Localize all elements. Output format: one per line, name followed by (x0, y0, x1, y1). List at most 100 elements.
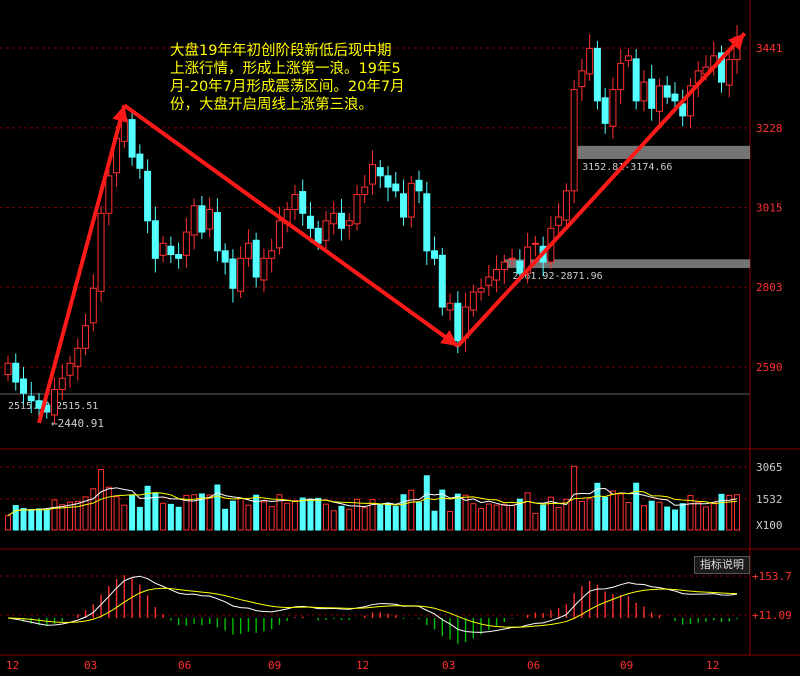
volume-bar (222, 508, 229, 531)
volume-bar (578, 500, 585, 531)
annotation-line: 上涨行情，形成上涨第一浪。19年5 (170, 61, 401, 77)
annotation-line: 月-20年7月形成震荡区间。20年7月 (170, 79, 405, 95)
volume-bar (702, 506, 709, 531)
candle-body (671, 93, 679, 102)
candle-body (508, 257, 516, 260)
volume-bar (338, 505, 345, 531)
volume-bar (136, 506, 143, 531)
volume-bar (198, 493, 205, 531)
candle-body (632, 58, 640, 102)
trend-arrow-head (728, 33, 745, 51)
candle-body (593, 47, 601, 102)
volume-bar (726, 494, 733, 531)
candle-body (151, 220, 159, 259)
volume-bar (540, 504, 547, 531)
candle-body (640, 81, 648, 102)
key-level-label: 3152.81-3174.66 (582, 162, 672, 173)
volume-bar (183, 494, 190, 531)
key-levels: 3152.81-3174.662861.92-2871.962515.32-25… (0, 145, 750, 412)
macd-bars (7, 575, 738, 644)
candle-body (136, 153, 144, 169)
annotation-line: 份，大盘开启周线上涨第三浪。 (170, 97, 373, 113)
indicator-help-button[interactable]: 指标说明 (694, 556, 750, 574)
candle-body (415, 179, 423, 192)
candle-body (555, 216, 563, 226)
candle-body (51, 388, 59, 416)
candle-body (570, 89, 578, 192)
candle-body (206, 209, 214, 230)
candle-body (291, 194, 299, 211)
candle-body (12, 362, 20, 383)
volume-bar (229, 500, 236, 531)
key-level-label: 2861.92-2871.96 (512, 271, 602, 282)
candle-body (725, 59, 733, 86)
candle-body (252, 239, 260, 278)
volume-bar (687, 495, 694, 531)
volume-bar (36, 508, 43, 531)
candle-body (314, 227, 322, 244)
annotation-text: 大盘19年年初创阶段新低后现中期 上涨行情，形成上涨第一浪。19年5 月-20年… (170, 42, 470, 114)
candle-body (299, 191, 307, 214)
candle-body (144, 170, 152, 222)
volume-bar (602, 496, 609, 531)
volume-bar (67, 501, 74, 531)
candle-body (369, 164, 376, 185)
candle-body (586, 47, 594, 75)
volume-bar (59, 504, 66, 531)
min-price-label: ←2440.91 (51, 417, 104, 430)
volume-bar (385, 503, 392, 531)
volume-bar (640, 505, 647, 531)
volume-bar (353, 498, 360, 531)
candle-body (221, 250, 229, 263)
volume-bar (315, 497, 322, 531)
candle-body (648, 78, 656, 109)
volume-bar (563, 498, 570, 531)
candle-body (384, 175, 392, 188)
candle-body (431, 250, 439, 259)
trend-arrow-line (456, 32, 747, 348)
volume-bar (439, 489, 446, 531)
candle-body (617, 62, 625, 91)
volume-bar (416, 501, 423, 531)
volume-tick-label: X100 (756, 519, 783, 532)
volume-bar (5, 515, 11, 531)
volume-bar (291, 500, 298, 531)
candle-body (167, 245, 175, 256)
candle-body (268, 250, 276, 259)
volume-bar (501, 503, 508, 531)
volume-bar (454, 493, 461, 531)
volume-bar (98, 468, 105, 531)
volume-bar (191, 494, 198, 531)
volume-bar (493, 504, 500, 531)
x-tick-label: 12 (706, 659, 719, 672)
x-tick-label: 09 (620, 659, 633, 672)
candle-body (485, 276, 493, 286)
candle-body (516, 260, 524, 274)
candle-body (353, 194, 361, 225)
candle-body (175, 254, 183, 259)
x-tick-label: 09 (268, 659, 281, 672)
volume-bar (524, 492, 531, 531)
volume-bar (237, 498, 244, 531)
volume-bar (710, 502, 717, 531)
candle-body (120, 119, 128, 142)
candle-body (493, 269, 501, 281)
y-tick-label: 3441 (756, 42, 783, 55)
y-tick-label: 3015 (756, 202, 783, 215)
volume-bar (679, 503, 686, 531)
candle-body (438, 254, 446, 308)
volume-bar (470, 503, 477, 531)
volume-bar (253, 494, 260, 531)
volume-bar (516, 498, 523, 531)
candle-body (361, 186, 369, 196)
volume-bar (346, 508, 353, 531)
volume-bar (12, 505, 19, 531)
volume-bar (43, 509, 50, 531)
volume-bar (633, 482, 640, 531)
volume-bar (361, 507, 368, 531)
volume-bar (299, 497, 306, 531)
volume-bar (284, 502, 291, 531)
volume-bar (586, 498, 593, 531)
volume-bar (260, 501, 267, 531)
